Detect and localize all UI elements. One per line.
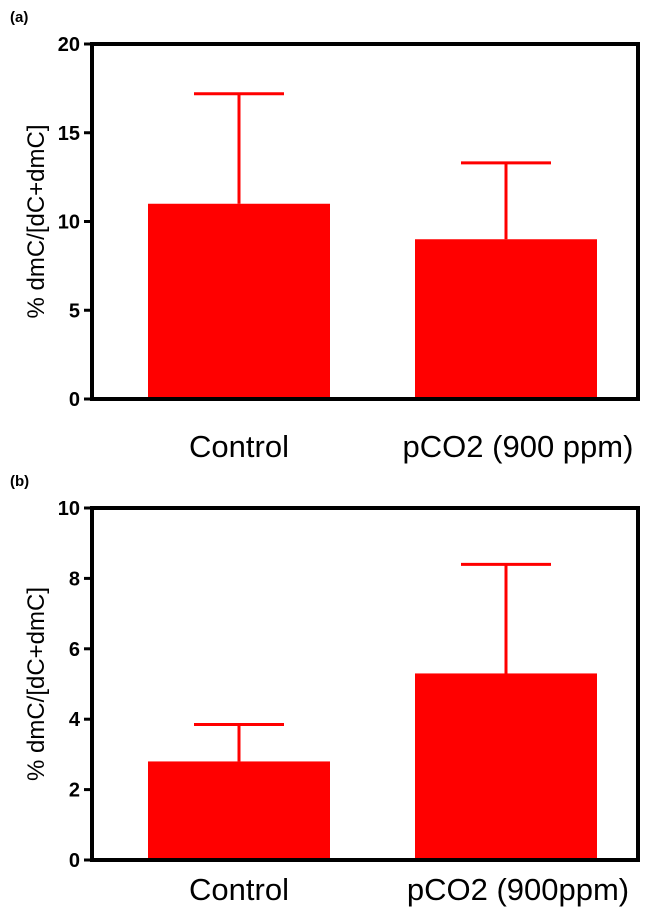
y-tick-label: 15 [58,123,80,145]
x-category-label: Control [189,872,289,907]
y-tick-label: 10 [58,212,80,234]
bar-pco2 [415,239,597,399]
y-tick-label: 0 [69,389,80,411]
y-axis-title: % dmC/[dC+dmC] [23,587,50,781]
y-tick-label: 8 [69,568,80,590]
panel-label: (b) [10,473,29,490]
panel-label: (a) [10,9,28,26]
y-tick-label: 5 [69,300,80,322]
y-tick-label: 4 [69,709,81,731]
bar-control [148,203,330,399]
x-category-label: pCO2 (900ppm) [407,872,629,907]
y-tick-label: 20 [58,34,80,56]
y-tick-label: 2 [69,780,80,802]
y-tick-label: 0 [69,850,80,872]
bar-pco2 [415,673,597,860]
y-tick-label: 10 [58,498,80,520]
y-axis-title: % dmC/[dC+dmC] [23,124,50,318]
chart-panel-a: (a) 0 5 10 15 20 Control pCO2 (900 ppm) % dmC/[d… [10,9,640,464]
x-category-label: pCO2 (900 ppm) [403,429,634,464]
x-category-label: Control [189,429,289,464]
chart-panel-b: (b) 0 2 4 6 8 10 Control pCO2 (900ppm) % dmC/[dC+… [10,473,640,907]
y-tick-label: 6 [69,639,80,661]
plot-frame [90,506,640,862]
bar-control [148,761,330,860]
